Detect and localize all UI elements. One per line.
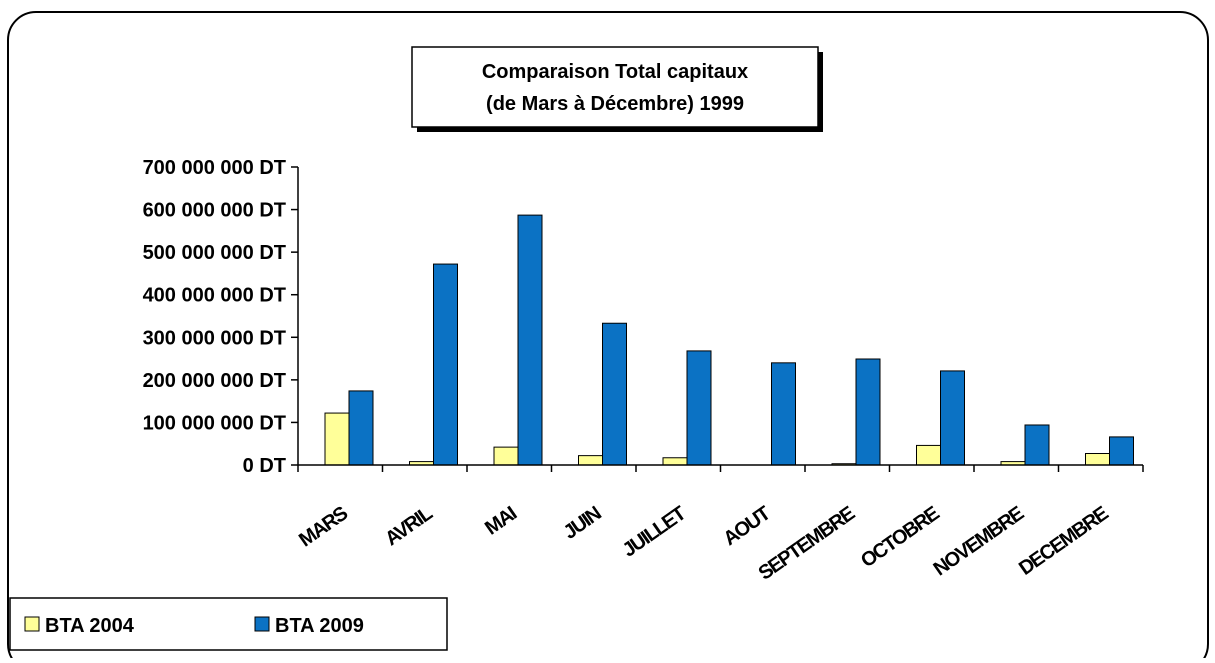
y-tick-label: 700 000 000 DT xyxy=(143,157,286,179)
y-tick-label: 600 000 000 DT xyxy=(143,200,286,222)
bar xyxy=(433,263,458,466)
bar xyxy=(1085,453,1110,466)
bar xyxy=(1109,436,1134,466)
y-tick-label: 0 DT xyxy=(243,455,286,477)
bar xyxy=(916,444,941,466)
bar xyxy=(662,457,688,466)
y-tick-label: 400 000 000 DT xyxy=(143,285,286,307)
title-box xyxy=(411,46,819,128)
bar xyxy=(855,358,881,466)
legend-swatch xyxy=(254,616,270,632)
bar xyxy=(940,370,965,466)
y-tick-label: 500 000 000 DT xyxy=(143,242,286,264)
bar xyxy=(771,362,796,466)
bar xyxy=(602,322,627,466)
bar xyxy=(1024,424,1050,466)
bar xyxy=(348,390,374,466)
bar xyxy=(324,412,350,466)
legend-box xyxy=(9,597,448,651)
legend-swatch xyxy=(24,616,40,632)
chart-title: Comparaison Total capitaux xyxy=(482,61,748,83)
bar xyxy=(578,455,603,466)
chart-title: (de Mars à Décembre) 1999 xyxy=(486,93,744,115)
y-tick-label: 100 000 000 DT xyxy=(143,412,286,434)
bar xyxy=(686,350,712,466)
legend-label: BTA 2009 xyxy=(275,615,364,637)
bar xyxy=(517,214,543,466)
y-tick-label: 200 000 000 DT xyxy=(143,370,286,392)
y-tick-label: 300 000 000 DT xyxy=(143,327,286,349)
bar xyxy=(493,446,519,466)
legend-label: BTA 2004 xyxy=(45,615,135,637)
